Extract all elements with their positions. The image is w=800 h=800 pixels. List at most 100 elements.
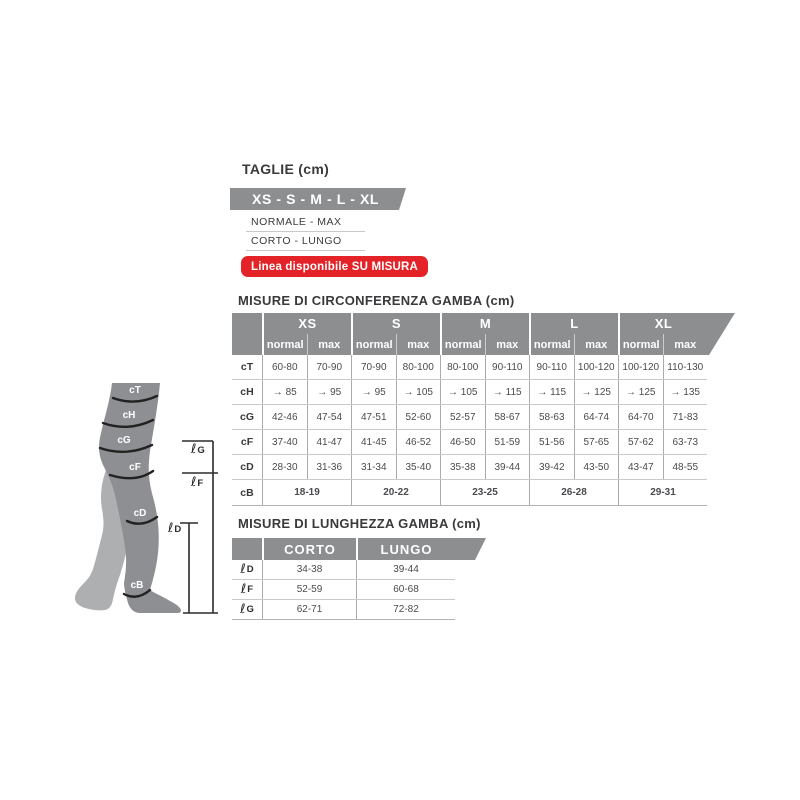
table-cell: 35-38 [440,455,485,479]
table-cell: → 115 [484,380,530,404]
leg-label-cT: cT [129,385,141,396]
table-cell: 35-40 [395,455,441,479]
table-cell: 57-62 [618,430,663,454]
table-cell: 51-56 [529,430,574,454]
sub-header-normal: normal [351,334,396,355]
table-cell: 60-68 [356,580,455,599]
script-l-glyph: ℓ [240,582,247,597]
table-cell: 48-55 [662,455,708,479]
table-row: cF 37-40 41-47 41-45 46-52 46-50 51-59 51-56 57-… [232,429,707,454]
sub-header-max: max [574,334,619,355]
table-cell: 72-82 [356,600,455,619]
length-bracket-lines [180,440,218,614]
table-cell: 70-90 [306,355,352,379]
leg-label-cH: cH [122,410,136,421]
option-corto-lungo: CORTO - LUNGO [251,235,342,247]
table-cell: 63-73 [662,430,708,454]
length-table-header: CORTO LUNGO [232,538,486,560]
sizes-banner: XS - S - M - L - XL [230,188,406,210]
table-cell: 52-57 [440,405,485,429]
script-l-glyph: ℓ [191,442,197,457]
arc-cG [98,443,154,453]
arc-cH [101,418,155,428]
table-cell: 100-120 [618,355,663,379]
table-cell: 57-65 [573,430,619,454]
taglie-title: TAGLIE (cm) [242,161,330,177]
table-cell: 28-30 [262,455,307,479]
sub-header-normal: normal [618,334,663,355]
size-group-header: XL [618,313,707,334]
table-cell: 52-60 [395,405,441,429]
table-cell: → 135 [662,380,708,404]
table-cell: 58-67 [484,405,530,429]
table-cell: 71-83 [662,405,708,429]
measurement-arcs [98,394,159,598]
sub-header-max: max [396,334,441,355]
row-label: cG [239,411,254,423]
mark-letter: G [197,445,205,456]
table-cell: 39-44 [484,455,530,479]
table-row: cH → 85 → 95 → 95 → 105 → 105 → 115 → 115 → 125 →… [232,379,707,404]
size-group-header: M [440,313,529,334]
sub-header-normal: normal [440,334,485,355]
table-cell: 62-71 [262,600,356,619]
size-group-header: L [529,313,618,334]
option-normale-max: NORMALE - MAX [251,216,342,228]
table-cell: 31-34 [351,455,396,479]
column-header-corto: CORTO [262,538,356,560]
table-row: ℓ G 62-71 72-82 [232,599,455,620]
table-cell: 58-63 [529,405,574,429]
table-cell: 100-120 [573,355,619,379]
table-cell: → 105 [395,380,441,404]
sub-header-normal: normal [262,334,307,355]
length-table-title: MISURE DI LUNGHEZZA GAMBA (cm) [238,516,481,531]
mark-letter: G [246,603,254,615]
table-row: ℓ F 52-59 60-68 [232,579,455,599]
table-cell: 31-36 [306,455,352,479]
leg-label-cD: cD [133,508,147,519]
leg-label-cB: cB [130,580,144,591]
table-cell: 46-52 [395,430,441,454]
table-cell: 70-90 [351,355,396,379]
table-cell: 23-25 [440,480,529,505]
table-cell: 110-130 [662,355,708,379]
row-label: cH [240,386,254,398]
table-cell: 39-42 [529,455,574,479]
table-cell: 80-100 [395,355,441,379]
front-leg-silhouette [99,383,181,613]
table-cell: 34-38 [262,560,356,579]
sub-header-max: max [485,334,530,355]
table-cell: 51-59 [484,430,530,454]
script-l-glyph: ℓ [240,602,246,617]
mark-letter: D [174,524,182,535]
mark-letter: F [197,478,204,489]
script-l-glyph: ℓ [191,475,197,490]
table-row: cT 60-80 70-90 70-90 80-100 80-100 90-110 90-11… [232,355,707,379]
table-cell: 18-19 [262,480,351,505]
table-cell: → 95 [351,380,396,404]
normal-max-row: normal max normal max normal max normal max norm… [232,334,735,355]
header-spacer [232,334,262,355]
size-group-header: XS [262,313,351,334]
divider-line [246,231,365,232]
header-spacer [232,313,262,334]
table-cell: 29-31 [618,480,707,505]
table-cell: → 125 [573,380,619,404]
table-cell: 90-110 [484,355,530,379]
mark-letter: D [246,563,254,575]
table-cell: → 115 [529,380,574,404]
row-label: cT [240,361,254,373]
table-cell: 20-22 [351,480,440,505]
table-cell: 60-80 [262,355,307,379]
table-cell: → 125 [618,380,663,404]
table-cell: 43-50 [573,455,619,479]
table-cell: 90-110 [529,355,574,379]
table-cell: 41-47 [306,430,352,454]
arc-cB [122,588,152,598]
table-cell: 42-46 [262,405,307,429]
